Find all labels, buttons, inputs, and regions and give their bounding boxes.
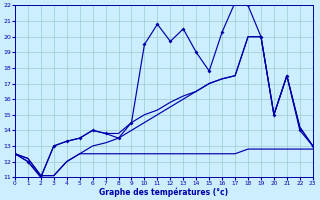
X-axis label: Graphe des températures (°c): Graphe des températures (°c) — [99, 187, 228, 197]
